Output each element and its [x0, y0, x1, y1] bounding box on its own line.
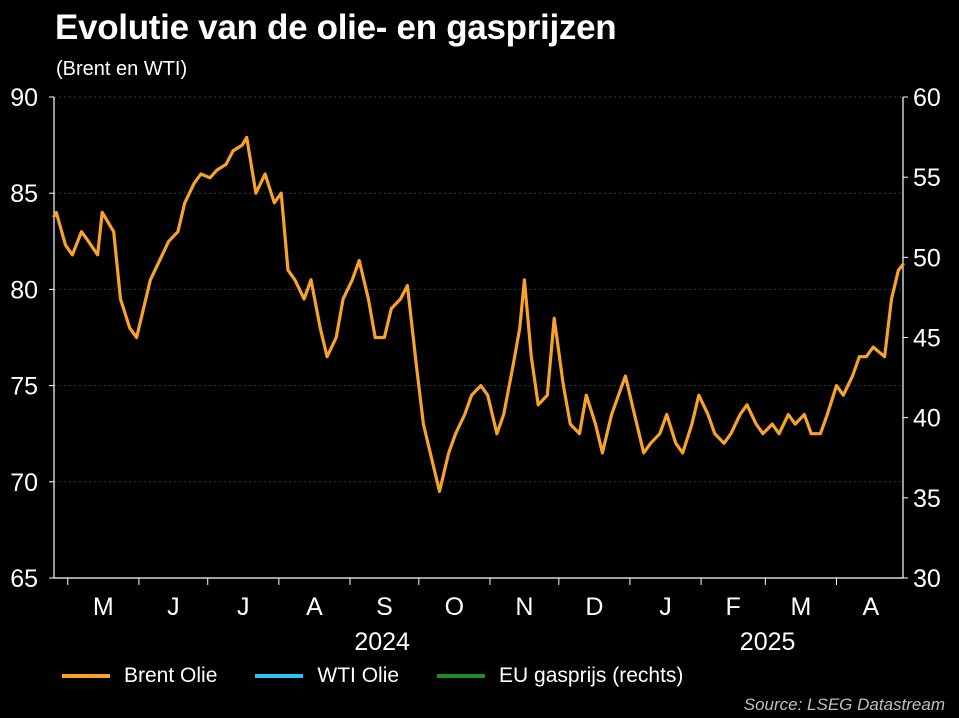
series-layer: [52, 135, 905, 493]
label-layer: 65 70 75 80 85 90 30 35 40 45 50 55 60 M J J A S O N D J F M A 20…: [10, 84, 941, 656]
y-right-tick-label: 30: [913, 565, 941, 593]
y-left-tick-label: 85: [10, 180, 38, 208]
x-month-label: N: [515, 593, 533, 621]
x-month-label: O: [445, 593, 464, 621]
x-month-label: M: [790, 593, 811, 621]
y-right-tick-label: 40: [913, 405, 941, 433]
legend-swatch-gas: [437, 674, 486, 678]
y-left-tick-label: 70: [10, 469, 38, 497]
y-left-tick-label: 80: [10, 276, 38, 304]
grid-layer: [54, 96, 903, 579]
x-year-label: 2024: [354, 628, 410, 656]
x-year-label: 2025: [740, 628, 796, 656]
x-month-label: S: [376, 593, 393, 621]
x-month-label: F: [726, 593, 741, 621]
chart-subtitle: (Brent en WTI): [56, 58, 188, 80]
y-right-tick-label: 35: [913, 485, 941, 513]
axis-layer: [49, 96, 908, 585]
series-line-brent-olie: [52, 135, 905, 493]
y-left-tick-label: 65: [10, 565, 38, 593]
y-right-tick-label: 55: [913, 164, 941, 192]
x-month-label: J: [659, 593, 672, 621]
legend-item-gas: EU gasprijs (rechts): [437, 664, 683, 688]
legend-item-wti: WTI Olie: [255, 664, 399, 688]
legend-swatch-brent: [62, 674, 110, 678]
legend-swatch-wti: [255, 674, 304, 678]
x-month-label: J: [167, 593, 180, 621]
x-month-label: J: [237, 593, 250, 621]
legend: Brent Olie WTI Olie EU gasprijs (rechts): [62, 664, 721, 688]
y-right-tick-label: 50: [913, 244, 941, 272]
source-note: Source: LSEG Datastream: [743, 695, 945, 714]
chart-title: Evolutie van de olie- en gasprijzen: [55, 8, 617, 47]
y-right-tick-label: 45: [913, 325, 941, 353]
legend-label-brent: Brent Olie: [124, 664, 218, 687]
legend-label-gas: EU gasprijs (rechts): [499, 664, 684, 687]
y-right-tick-label: 60: [913, 84, 941, 112]
x-month-label: A: [306, 593, 323, 621]
legend-label-wti: WTI Olie: [317, 664, 400, 687]
x-month-label: A: [863, 593, 880, 621]
y-left-tick-label: 75: [10, 373, 38, 401]
legend-item-brent: Brent Olie: [62, 664, 217, 688]
y-left-tick-label: 90: [10, 84, 38, 112]
x-month-label: D: [585, 593, 603, 621]
x-month-label: M: [93, 593, 114, 621]
